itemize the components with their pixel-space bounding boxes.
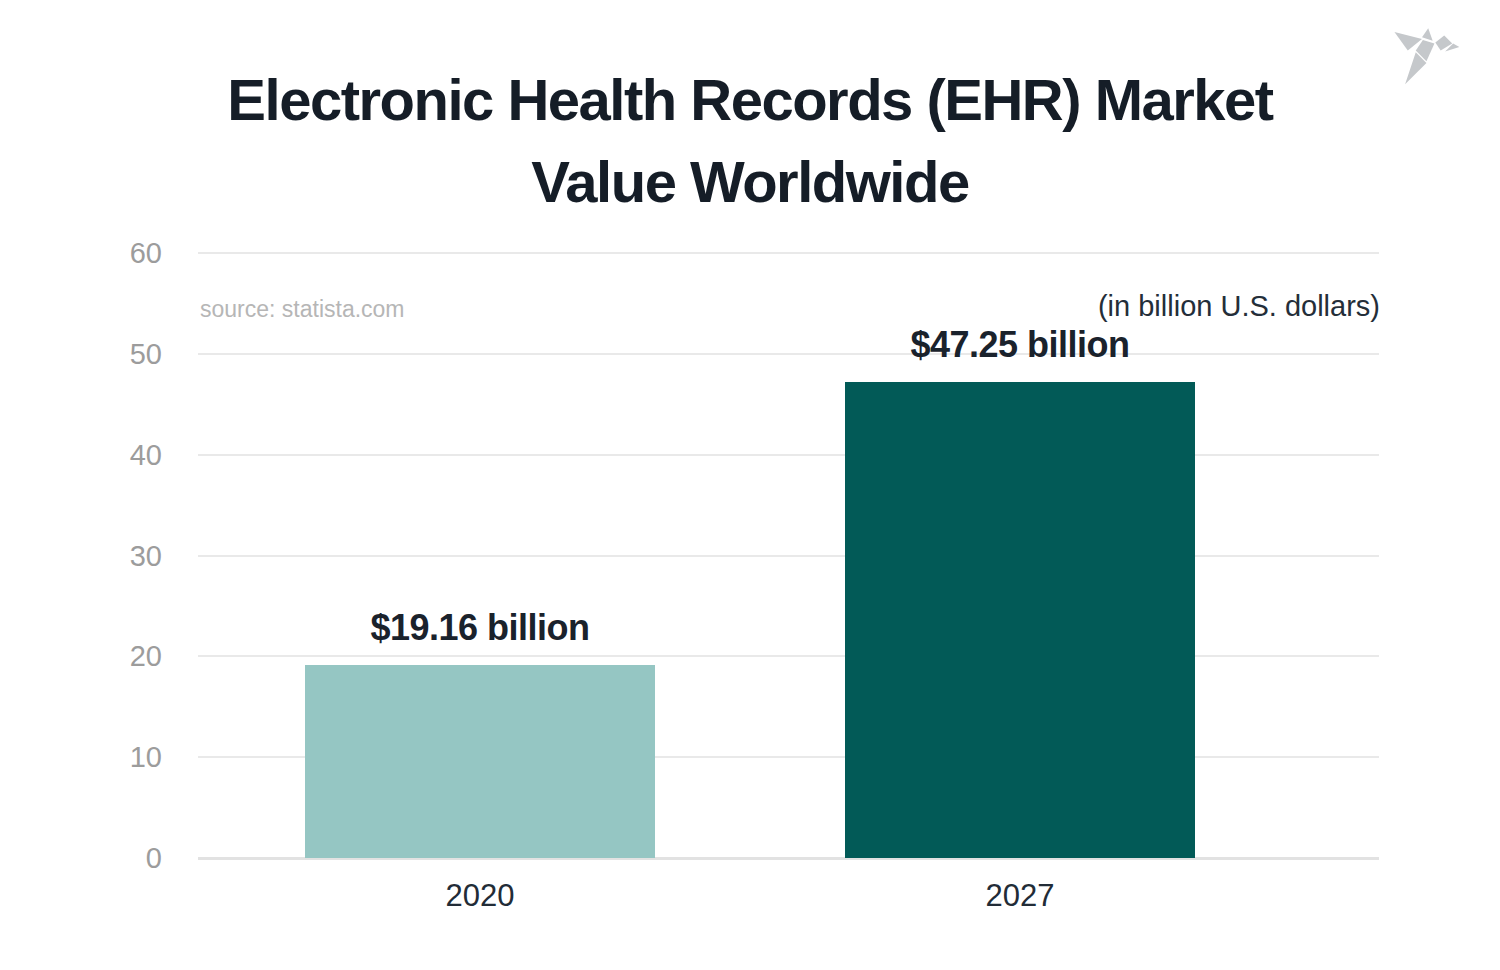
bar-value-label-2020: $19.16 billion — [370, 607, 589, 649]
y-axis-label-0: 0 — [92, 839, 162, 877]
chart-title-line-1: Electronic Health Records (EHR) Market — [0, 59, 1500, 141]
gridline-60 — [198, 252, 1379, 254]
y-axis-label-50: 50 — [92, 335, 162, 373]
plot-area: 0102030405060$19.16 billion2020$47.25 bi… — [198, 253, 1379, 858]
x-axis-label-2020: 2020 — [446, 878, 515, 914]
gridline-50 — [198, 353, 1379, 355]
y-axis-label-30: 30 — [92, 537, 162, 575]
y-axis-label-40: 40 — [92, 436, 162, 474]
y-axis-label-60: 60 — [92, 234, 162, 272]
chart-title: Electronic Health Records (EHR) Market V… — [0, 59, 1500, 223]
chart-title-line-2: Value Worldwide — [0, 141, 1500, 223]
y-axis-label-10: 10 — [92, 738, 162, 776]
x-axis-label-2027: 2027 — [986, 878, 1055, 914]
gridline-30 — [198, 555, 1379, 557]
bar-value-label-2027: $47.25 billion — [910, 324, 1129, 366]
y-axis-label-20: 20 — [92, 637, 162, 675]
gridline-20 — [198, 655, 1379, 657]
bar-2020 — [305, 665, 655, 858]
ehr-market-infographic: Electronic Health Records (EHR) Market V… — [0, 0, 1500, 970]
gridline-40 — [198, 454, 1379, 456]
bar-2027 — [845, 382, 1195, 858]
